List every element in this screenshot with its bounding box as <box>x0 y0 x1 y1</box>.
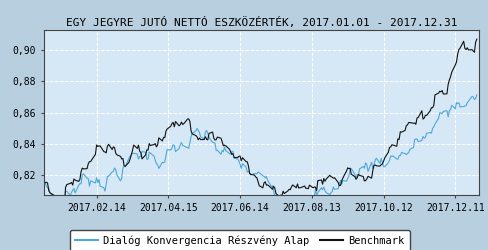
Legend: Dialóg Konvergencia Részvény Alap, Benchmark: Dialóg Konvergencia Részvény Alap, Bench… <box>70 230 409 250</box>
Title: EGY JEGYRE JUTÓ NETTÓ ESZKÖZÉRTÉK, 2017.01.01 - 2017.12.31: EGY JEGYRE JUTÓ NETTÓ ESZKÖZÉRTÉK, 2017.… <box>66 17 456 28</box>
